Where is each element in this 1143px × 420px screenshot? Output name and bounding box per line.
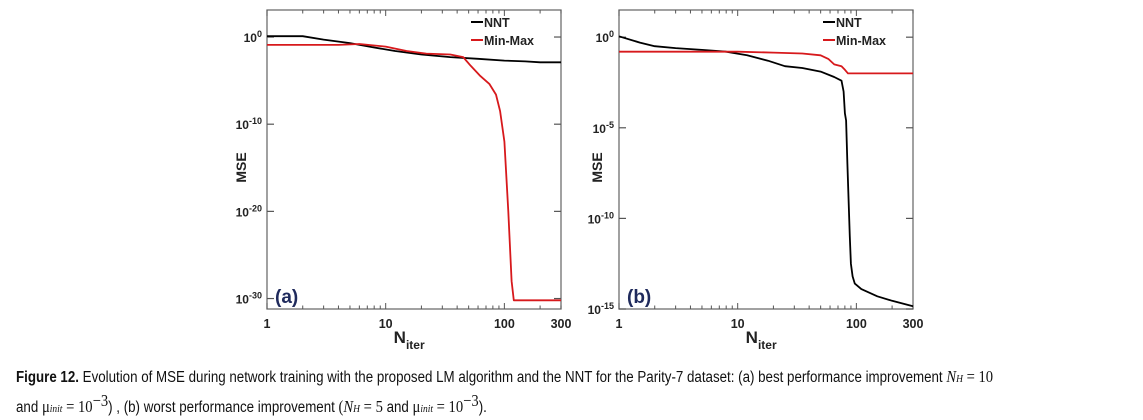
figure-caption: Figure 12. Evolution of MSE during netwo… [16, 366, 993, 420]
panel-label: (a) [275, 287, 298, 308]
caption-nh-sub: H [956, 373, 963, 385]
y-tick-label: 100 [596, 29, 614, 45]
chart-panel-b: 100 10-5 10-10 10-151 10 100 300 Niter MSE NNT Min… [588, 9, 924, 352]
x-tick-label: 100 [494, 317, 515, 331]
caption-mu-sub: init [49, 403, 63, 416]
caption-mu2-exp: −3 [463, 391, 479, 410]
x-tick-label: 300 [551, 317, 572, 331]
caption-text-2: ) , (b) worst performance improvement [108, 399, 339, 417]
y-tick-label: 10-5 [593, 120, 614, 136]
caption-nh2-var: N [343, 397, 354, 417]
caption-nh2-eq: = 5 [360, 397, 383, 417]
caption-line-1: Figure 12. Evolution of MSE during netwo… [16, 366, 993, 390]
legend-label: Min-Max [484, 34, 534, 48]
y-tick-label: 10-20 [236, 203, 262, 219]
y-tick-label: 10-10 [588, 210, 614, 226]
legend-label: NNT [484, 16, 510, 30]
caption-mu-eq: = 10 [62, 397, 93, 417]
series-line-minmax [267, 43, 561, 302]
plot-frame [266, 9, 562, 310]
x-tick-label: 10 [379, 317, 393, 331]
caption-paren: ( [338, 397, 344, 417]
x-tick-label: 100 [846, 317, 867, 331]
y-tick-label: 100 [244, 29, 262, 45]
caption-text-1: Evolution of MSE during network training… [78, 369, 947, 386]
x-axis-label: Niter [746, 328, 777, 352]
caption-and: and [16, 399, 42, 417]
x-axis-label: Niter [394, 328, 425, 352]
y-axis-label: MSE [589, 152, 605, 182]
caption-line-2: and μinit = 10−3) , (b) worst performanc… [16, 390, 979, 420]
caption-nh-eq: = 10 [962, 367, 994, 386]
panel-label: (b) [627, 287, 651, 308]
y-tick-label: 10-10 [236, 116, 262, 132]
series-line-nnt [267, 35, 561, 64]
caption-and-2: and [382, 399, 413, 417]
caption-end: ). [478, 399, 487, 417]
series-line-minmax [619, 50, 913, 75]
caption-label: Figure 12. [16, 369, 79, 386]
x-tick-label: 300 [903, 317, 924, 331]
caption-mu2-eq: = 10 [433, 397, 464, 417]
y-tick-label: 10-15 [588, 301, 614, 317]
legend-label: Min-Max [836, 34, 886, 48]
caption-nh-var: N [946, 367, 957, 386]
x-tick-label: 1 [264, 317, 271, 331]
caption-mu-exp: −3 [92, 391, 109, 410]
x-tick-label: 1 [616, 317, 623, 331]
caption-mu2-sub: init [420, 403, 434, 416]
caption-mu: μ [41, 397, 50, 417]
series-line-nnt [618, 35, 914, 308]
chart-panel-a: 100 10-10 10-20 10-301 10 100 300 Niter MSE NNT Mi… [233, 9, 572, 352]
caption-mu2: μ [412, 397, 421, 417]
y-tick-label: 10-30 [236, 291, 262, 307]
plot-frame [618, 9, 914, 310]
x-tick-label: 10 [731, 317, 745, 331]
legend-label: NNT [836, 16, 862, 30]
y-axis-label: MSE [233, 152, 249, 182]
caption-nh2-sub: H [353, 403, 361, 416]
